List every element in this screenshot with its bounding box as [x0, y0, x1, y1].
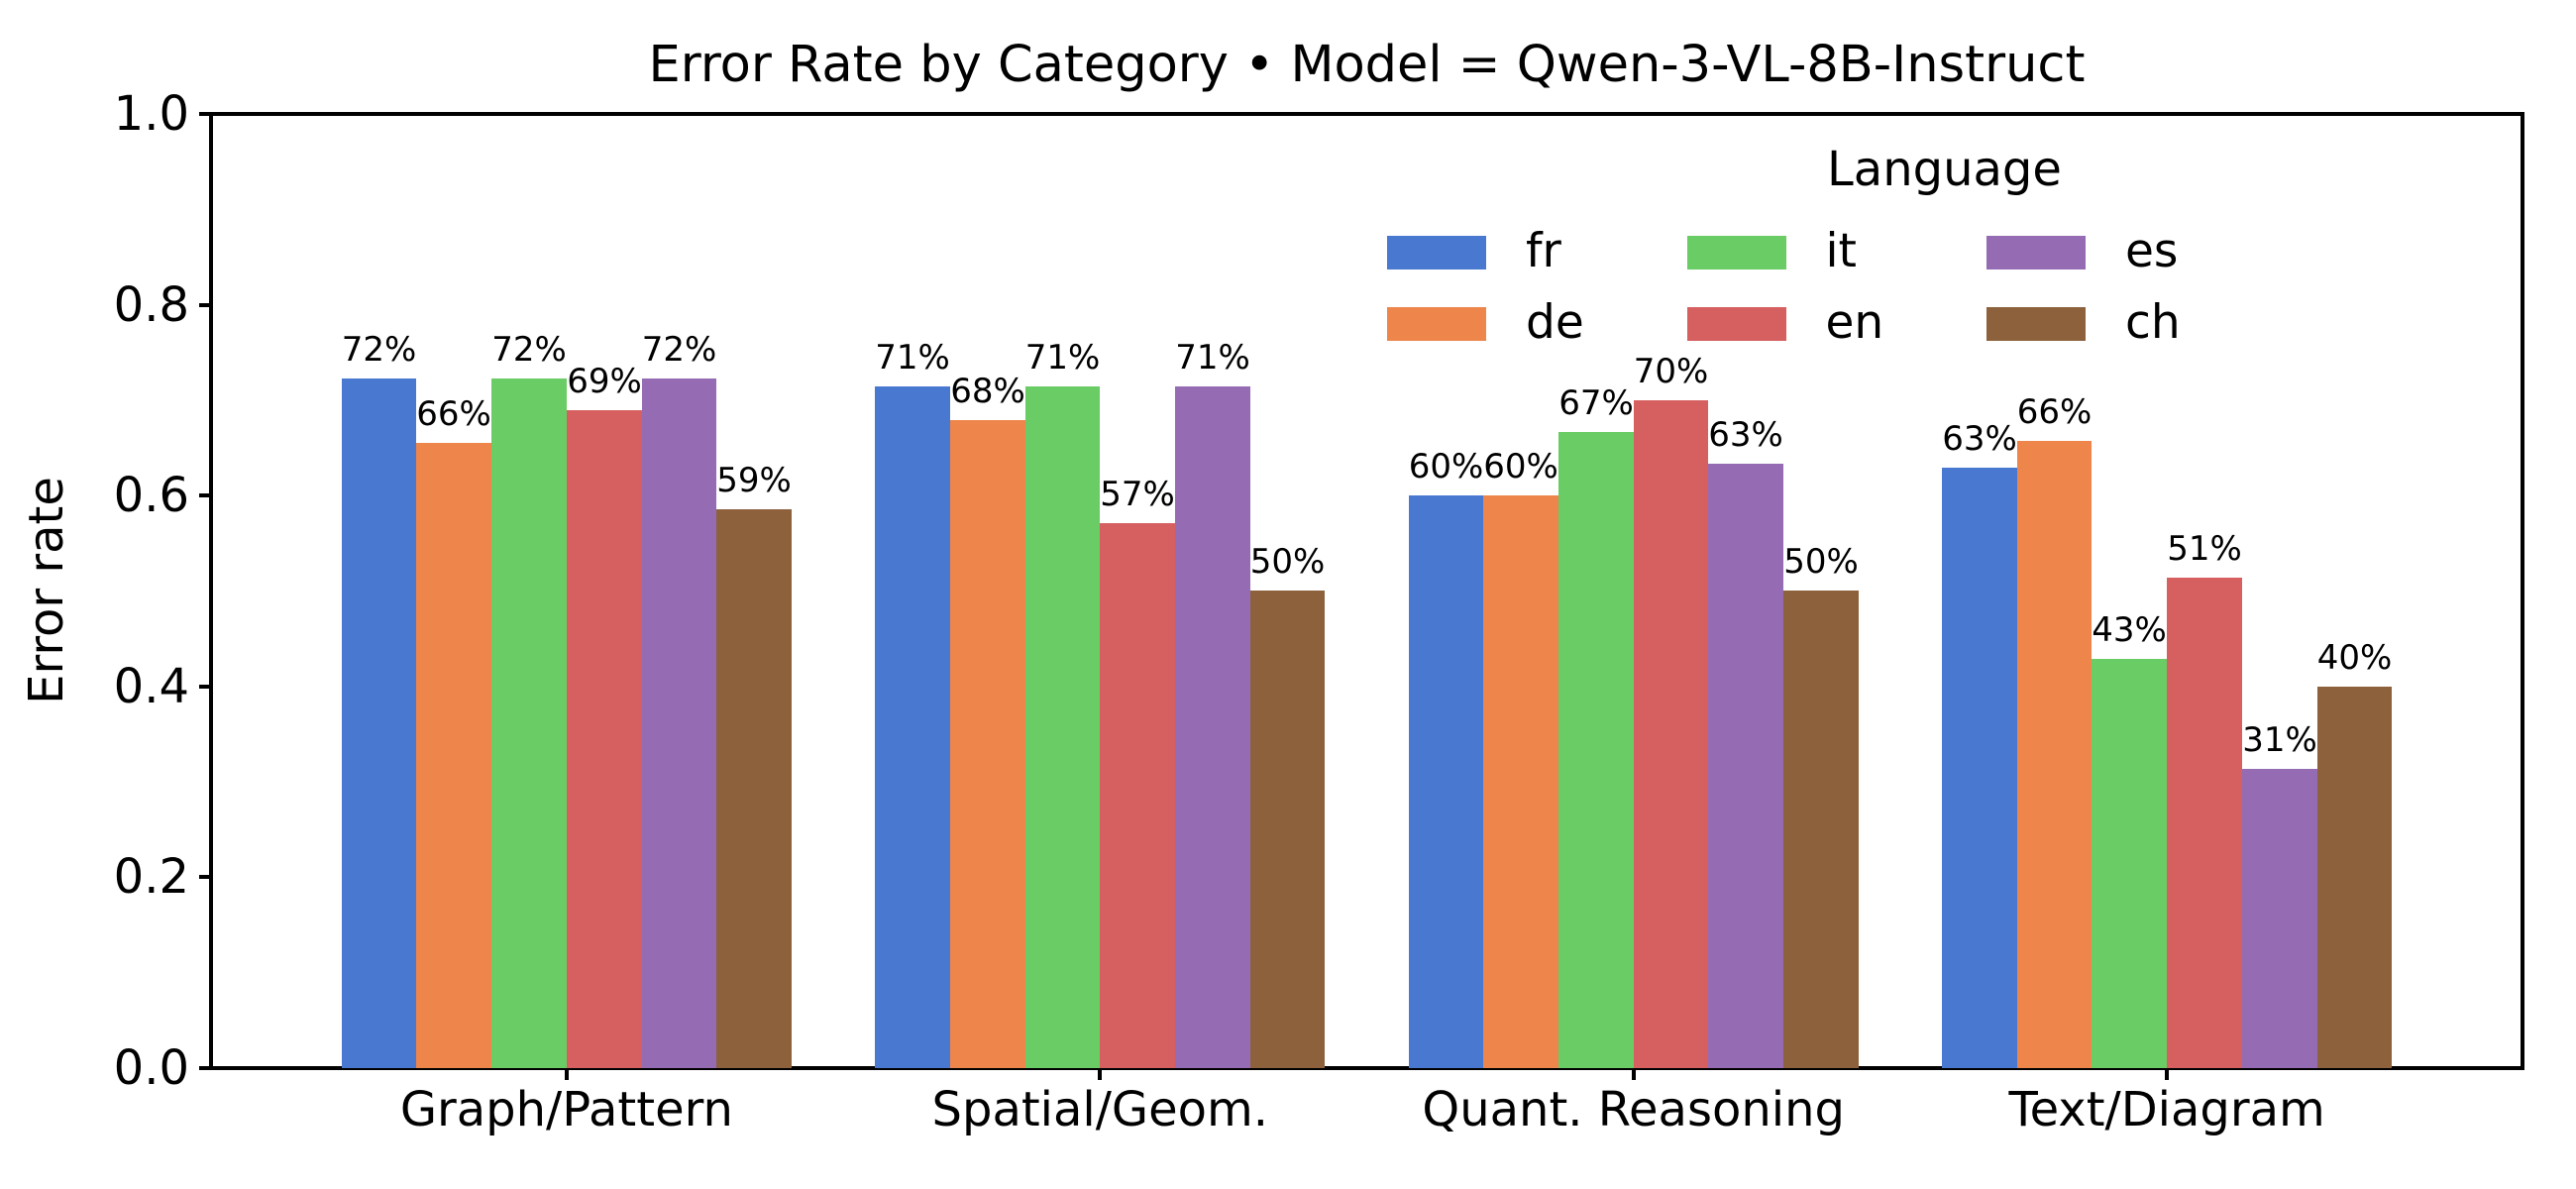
- bar-value-label: 66%: [416, 394, 491, 434]
- bar-value-label: 60%: [1408, 447, 1484, 486]
- bar-fr-3: [1942, 468, 2017, 1068]
- legend-swatch-en: [1686, 307, 1786, 341]
- legend-label-es: es: [2125, 224, 2179, 278]
- y-tick-label: 0.4: [113, 658, 189, 714]
- x-tick-label: Quant. Reasoning: [1422, 1082, 1845, 1137]
- bar-value-label: 57%: [1100, 475, 1175, 514]
- x-tick-mark: [1632, 1070, 1636, 1080]
- bar-value-label: 71%: [1175, 338, 1250, 378]
- bar-value-label: 67%: [1558, 383, 1634, 423]
- y-tick-label: 0.0: [113, 1040, 189, 1096]
- bar-en-0: [567, 410, 642, 1068]
- legend-swatch-it: [1686, 236, 1786, 270]
- bar-value-label: 51%: [2167, 529, 2242, 569]
- bar-es-2: [1708, 464, 1783, 1068]
- bar-de-2: [1483, 495, 1558, 1068]
- bar-ch-0: [716, 509, 792, 1068]
- bar-it-0: [491, 378, 567, 1068]
- y-tick-mark: [199, 1066, 209, 1070]
- bar-value-label: 69%: [567, 362, 642, 401]
- bar-value-label: 70%: [1633, 352, 1709, 391]
- x-tick-label: Spatial/Geom.: [931, 1082, 1269, 1137]
- bar-value-label: 72%: [341, 330, 417, 370]
- y-tick-label: 1.0: [113, 86, 189, 142]
- bar-fr-2: [1409, 495, 1483, 1068]
- bar-value-label: 31%: [2242, 720, 2317, 760]
- bar-ch-2: [1783, 591, 1859, 1068]
- bar-value-label: 63%: [1942, 419, 2017, 459]
- bar-fr-1: [875, 386, 950, 1068]
- bar-value-label: 43%: [2092, 610, 2167, 650]
- bar-fr-0: [342, 378, 416, 1068]
- y-tick-label: 0.8: [113, 276, 189, 333]
- legend-label-fr: fr: [1526, 224, 1561, 278]
- legend-title: Language: [1827, 142, 2062, 197]
- right-spine: [2521, 112, 2524, 1070]
- bar-value-label: 72%: [491, 330, 567, 370]
- bar-value-label: 50%: [1249, 542, 1326, 582]
- bar-es-0: [642, 378, 716, 1068]
- bar-de-3: [2017, 441, 2092, 1068]
- bar-en-2: [1634, 400, 1708, 1068]
- bar-value-label: 50%: [1783, 542, 1859, 582]
- bar-value-label: 63%: [1708, 415, 1783, 455]
- top-spine: [209, 112, 2524, 116]
- legend-swatch-fr: [1387, 236, 1486, 270]
- bar-value-label: 71%: [1024, 338, 1101, 378]
- y-tick-mark: [199, 112, 209, 116]
- bar-de-1: [950, 420, 1025, 1068]
- bar-value-label: 68%: [950, 372, 1025, 411]
- bar-value-label: 72%: [641, 330, 717, 370]
- x-tick-label: Graph/Pattern: [399, 1082, 733, 1137]
- bar-ch-1: [1250, 591, 1325, 1068]
- bar-value-label: 40%: [2316, 638, 2393, 678]
- bar-value-label: 71%: [875, 338, 950, 378]
- legend-label-de: de: [1526, 295, 1584, 350]
- bar-value-label: 66%: [2016, 392, 2093, 432]
- bar-it-3: [2092, 659, 2167, 1068]
- bar-es-1: [1175, 386, 1250, 1068]
- bar-it-1: [1025, 386, 1100, 1068]
- y-tick-mark: [199, 493, 209, 498]
- bar-en-1: [1100, 523, 1175, 1068]
- bar-en-3: [2167, 578, 2242, 1068]
- bar-ch-3: [2317, 687, 2392, 1068]
- legend-label-ch: ch: [2125, 295, 2181, 350]
- legend-label-it: it: [1825, 224, 1858, 278]
- bar-it-2: [1558, 432, 1634, 1068]
- legend: Language fr de it en es ch: [1377, 141, 2512, 359]
- legend-label-en: en: [1825, 295, 1884, 350]
- x-axis-line: [209, 1066, 2524, 1070]
- x-tick-mark: [565, 1070, 569, 1080]
- legend-swatch-de: [1387, 307, 1486, 341]
- y-tick-mark: [199, 302, 209, 307]
- bar-value-label: 59%: [716, 461, 792, 500]
- chart-title: Error Rate by Category • Model = Qwen-3-…: [648, 36, 2086, 94]
- bar-value-label: 60%: [1483, 447, 1558, 486]
- legend-swatch-es: [1986, 236, 2086, 270]
- bar-de-0: [416, 443, 491, 1068]
- y-tick-label: 0.6: [113, 468, 189, 524]
- x-tick-label: Text/Diagram: [2008, 1082, 2325, 1137]
- legend-swatch-ch: [1986, 307, 2086, 341]
- y-tick-mark: [199, 875, 209, 880]
- bar-es-3: [2242, 769, 2317, 1068]
- y-tick-mark: [199, 684, 209, 689]
- y-tick-label: 0.2: [113, 849, 189, 906]
- left-spine: [209, 112, 213, 1070]
- plot-area: 72% 66% 72% 69% 72% 59% 71% 68% 71% 57% 71% 50% 60% 6…: [199, 112, 2524, 1080]
- x-tick-mark: [1098, 1070, 1102, 1080]
- x-tick-mark: [2165, 1070, 2169, 1080]
